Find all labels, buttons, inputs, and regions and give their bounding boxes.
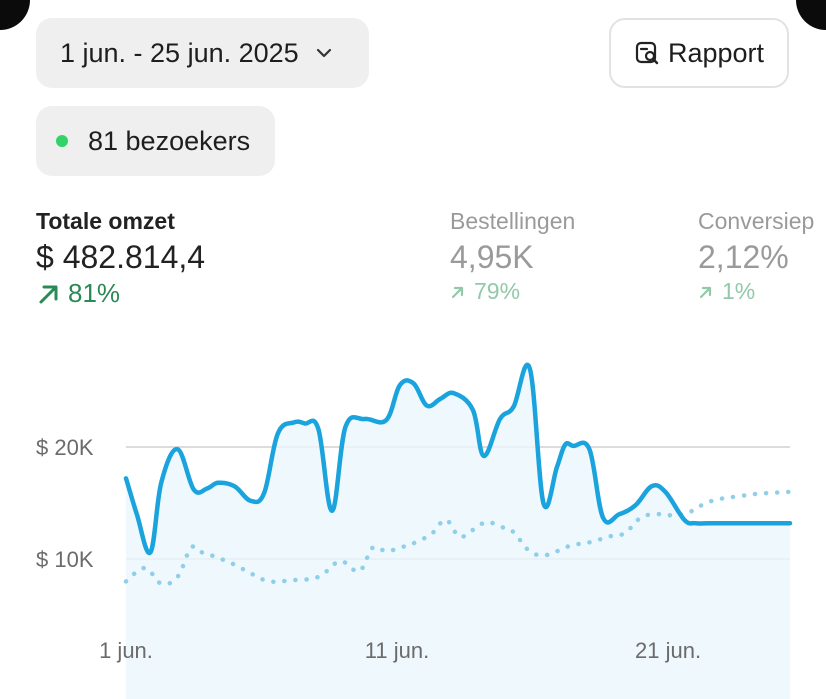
current-period-area: [126, 364, 790, 699]
metric-delta: 1%: [698, 278, 826, 305]
live-status-dot: [56, 135, 68, 147]
screen-corner: [0, 0, 30, 30]
arrow-up-right-icon: [451, 286, 464, 298]
revenue-line-chart[interactable]: $ 20K $ 10K 1 jun. 11 jun. 21 jun.: [0, 340, 826, 699]
report-button-label: Rapport: [667, 37, 765, 68]
metric-value: $ 482.814,4: [36, 239, 206, 275]
metric-label: Conversiep: [698, 208, 815, 234]
report-button[interactable]: Rapport: [609, 18, 789, 88]
metric-delta: 81%: [36, 278, 205, 309]
visitors-label: 81 bezoekers: [88, 125, 251, 156]
metric-delta-value: 79%: [474, 278, 521, 304]
y-tick-label: $ 20K: [36, 435, 94, 460]
metric-value: 4,95K: [450, 239, 534, 275]
metric-total-revenue[interactable]: Totale omzet $ 482.814,4 81%: [36, 208, 205, 309]
visitors-badge[interactable]: 81 bezoekers: [36, 106, 275, 176]
metric-delta-value: 81%: [68, 278, 121, 308]
date-range-dropdown[interactable]: 1 jun. - 25 jun. 2025: [36, 18, 369, 88]
metric-value: 2,12%: [698, 239, 789, 275]
metric-label: Bestellingen: [450, 208, 576, 234]
current-period-line: [123, 362, 793, 556]
x-tick-label: 11 jun.: [365, 638, 429, 663]
metric-label: Totale omzet: [36, 208, 175, 234]
screen-corner: [796, 0, 826, 30]
x-tick-label: 21 jun.: [635, 638, 701, 663]
metric-delta: 79%: [450, 278, 575, 305]
date-range-label: 1 jun. - 25 jun. 2025: [60, 37, 299, 68]
previous-period-line: [123, 489, 793, 587]
metric-delta-value: 1%: [722, 278, 756, 304]
metric-orders[interactable]: Bestellingen 4,95K 79%: [450, 208, 575, 305]
report-search-icon: [635, 41, 659, 65]
arrow-up-right-icon: [699, 286, 712, 298]
x-tick-label: 1 jun.: [99, 638, 153, 663]
metric-conversion[interactable]: Conversiep 2,12% 1%: [698, 208, 826, 305]
arrow-up-right-icon: [39, 285, 58, 303]
y-tick-label: $ 10K: [36, 547, 94, 572]
chevron-down-icon: [316, 48, 331, 58]
